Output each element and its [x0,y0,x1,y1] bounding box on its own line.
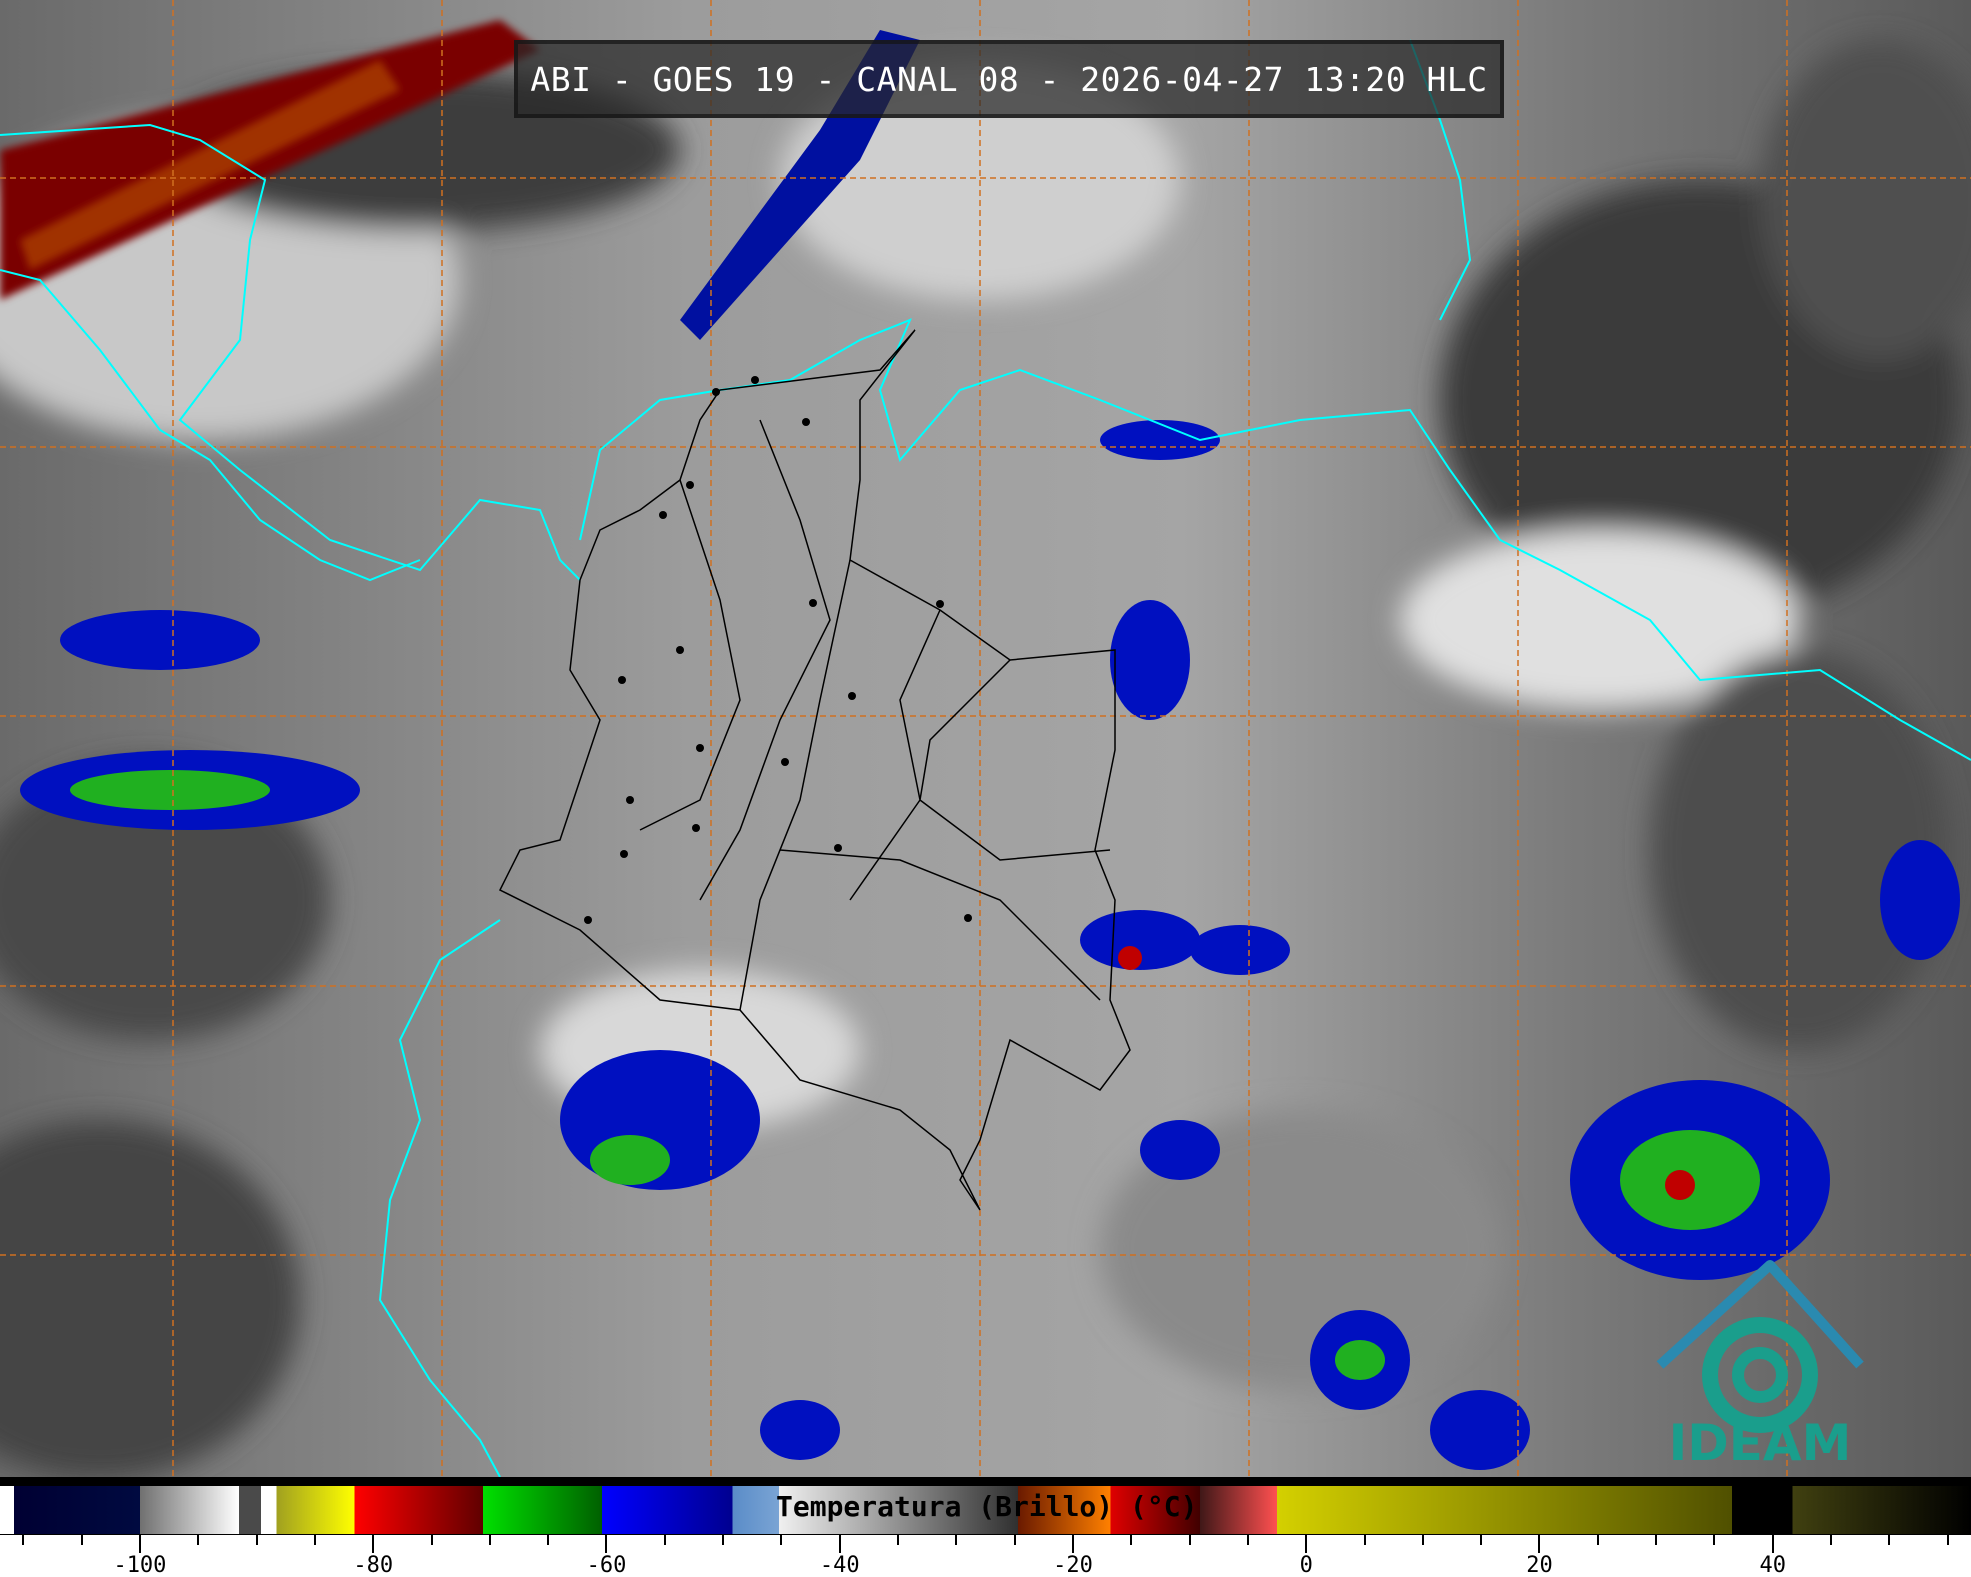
tick-label: -40 [819,1553,860,1577]
minor-tick [1480,1535,1483,1545]
minor-tick [313,1535,316,1545]
minor-tick [547,1535,550,1545]
major-tick [372,1535,375,1553]
minor-tick [1713,1535,1716,1545]
minor-tick [1363,1535,1366,1545]
minor-tick [722,1535,725,1545]
major-tick [1538,1535,1541,1553]
minor-tick [488,1535,491,1545]
city-markers [584,376,972,924]
minor-tick [1946,1535,1949,1545]
minor-tick [1013,1535,1016,1545]
minor-tick [1830,1535,1833,1545]
minor-tick [897,1535,900,1545]
major-tick [605,1535,608,1553]
tick-label: -60 [586,1553,627,1577]
major-tick [1771,1535,1774,1553]
major-tick [1305,1535,1308,1553]
image-title: ABI - GOES 19 - CANAL 08 - 2026-04-27 13… [514,40,1504,118]
satellite-map [0,0,1971,1477]
minor-tick [1188,1535,1191,1545]
minor-tick [780,1535,783,1545]
minor-tick [255,1535,258,1545]
minor-tick [1596,1535,1599,1545]
minor-tick [1421,1535,1424,1545]
minor-tick [430,1535,433,1545]
svg-text:IDEAM: IDEAM [1669,1414,1852,1470]
tick-label: 20 [1526,1553,1553,1577]
tick-label: 0 [1299,1553,1313,1577]
graticule [0,0,1971,1477]
major-tick [1071,1535,1074,1553]
minor-tick [1246,1535,1249,1545]
tick-label: 40 [1759,1553,1786,1577]
minor-tick [663,1535,666,1545]
minor-tick [80,1535,83,1545]
minor-tick [955,1535,958,1545]
coastlines [0,39,1971,1477]
minor-tick [197,1535,200,1545]
colombia-borders [498,329,1131,1211]
colorbar-label: Temperatura (Brillo) (°C) [776,1490,1198,1523]
tick-label: -20 [1053,1553,1093,1577]
title-text: ABI - GOES 19 - CANAL 08 - 2026-04-27 13… [530,59,1488,99]
minor-tick [22,1535,25,1545]
minor-tick [1888,1535,1891,1545]
ideam-logo: IDEAM [1656,1260,1864,1470]
tick-label: -80 [353,1553,394,1577]
minor-tick [1130,1535,1133,1545]
tick-label: -100 [113,1553,167,1577]
major-tick [838,1535,841,1553]
minor-tick [1655,1535,1658,1545]
major-tick [138,1535,141,1553]
colorbar [0,1486,1971,1534]
colorbar-axis: -100 -80 -60 -40 -20 0 20 40 [0,1535,1971,1577]
